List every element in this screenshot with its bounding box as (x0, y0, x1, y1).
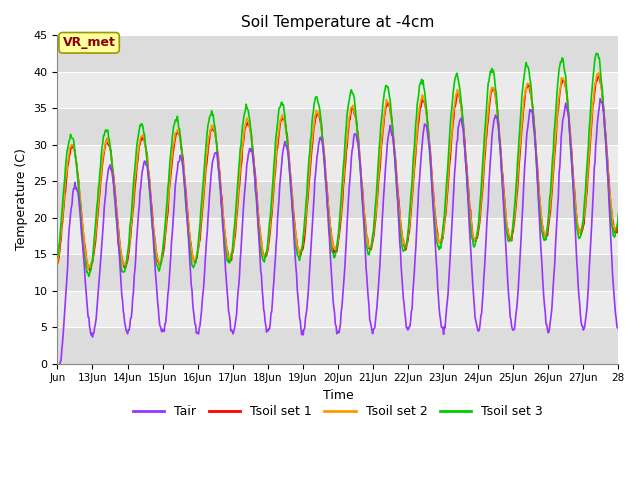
Line: Tsoil set 3: Tsoil set 3 (58, 53, 618, 276)
X-axis label: Time: Time (323, 389, 353, 402)
Tsoil set 1 (86, 268, 94, 274)
Tair (120, 312, 128, 318)
Tsoil set 1 (251, 168, 259, 174)
Tair (614, 326, 622, 332)
Tsoil set 3 (120, 269, 128, 275)
Tair (251, 174, 259, 180)
Tsoil set 1 (595, 72, 603, 78)
Y-axis label: Temperature (C): Temperature (C) (15, 149, 28, 251)
Tsoil set 1 (120, 264, 128, 269)
Tsoil set 3 (85, 274, 93, 279)
Tsoil set 2 (120, 262, 128, 267)
Tsoil set 3 (593, 50, 600, 56)
Tsoil set 3 (397, 230, 404, 236)
Tsoil set 3 (614, 211, 622, 216)
Tsoil set 3 (251, 176, 259, 182)
Tair (596, 96, 604, 101)
Bar (58, 218, 618, 254)
Line: Tair: Tair (58, 98, 618, 376)
Tsoil set 3 (223, 258, 231, 264)
Tsoil set 2 (84, 266, 92, 272)
Tsoil set 2 (614, 218, 622, 224)
Tsoil set 1 (614, 220, 622, 226)
Tsoil set 1 (397, 218, 404, 224)
Tsoil set 1 (54, 261, 61, 266)
Tsoil set 2 (428, 172, 436, 178)
Text: VR_met: VR_met (63, 36, 116, 49)
Tsoil set 2 (595, 70, 602, 76)
Tair (223, 288, 231, 294)
Tsoil set 1 (428, 171, 436, 177)
Tair (397, 247, 404, 253)
Tsoil set 2 (251, 173, 259, 179)
Bar (58, 36, 618, 72)
Bar (58, 181, 618, 218)
Tair (54, 372, 61, 378)
Legend: Tair, Tsoil set 1, Tsoil set 2, Tsoil set 3: Tair, Tsoil set 1, Tsoil set 2, Tsoil se… (128, 400, 548, 423)
Bar (58, 72, 618, 108)
Line: Tsoil set 1: Tsoil set 1 (58, 75, 618, 271)
Tsoil set 2 (397, 217, 404, 223)
Tsoil set 1 (272, 158, 280, 164)
Bar (58, 254, 618, 291)
Title: Soil Temperature at -4cm: Soil Temperature at -4cm (241, 15, 435, 30)
Tair (428, 183, 436, 189)
Tsoil set 2 (272, 153, 280, 159)
Bar (58, 291, 618, 327)
Bar (58, 108, 618, 145)
Tsoil set 2 (223, 247, 231, 253)
Tair (54, 373, 62, 379)
Line: Tsoil set 2: Tsoil set 2 (58, 73, 618, 269)
Tsoil set 3 (428, 184, 436, 190)
Bar (58, 327, 618, 364)
Tsoil set 3 (272, 132, 280, 138)
Tsoil set 3 (54, 255, 61, 261)
Tair (272, 242, 280, 248)
Tsoil set 2 (54, 259, 61, 265)
Bar (58, 145, 618, 181)
Tsoil set 1 (223, 247, 231, 252)
